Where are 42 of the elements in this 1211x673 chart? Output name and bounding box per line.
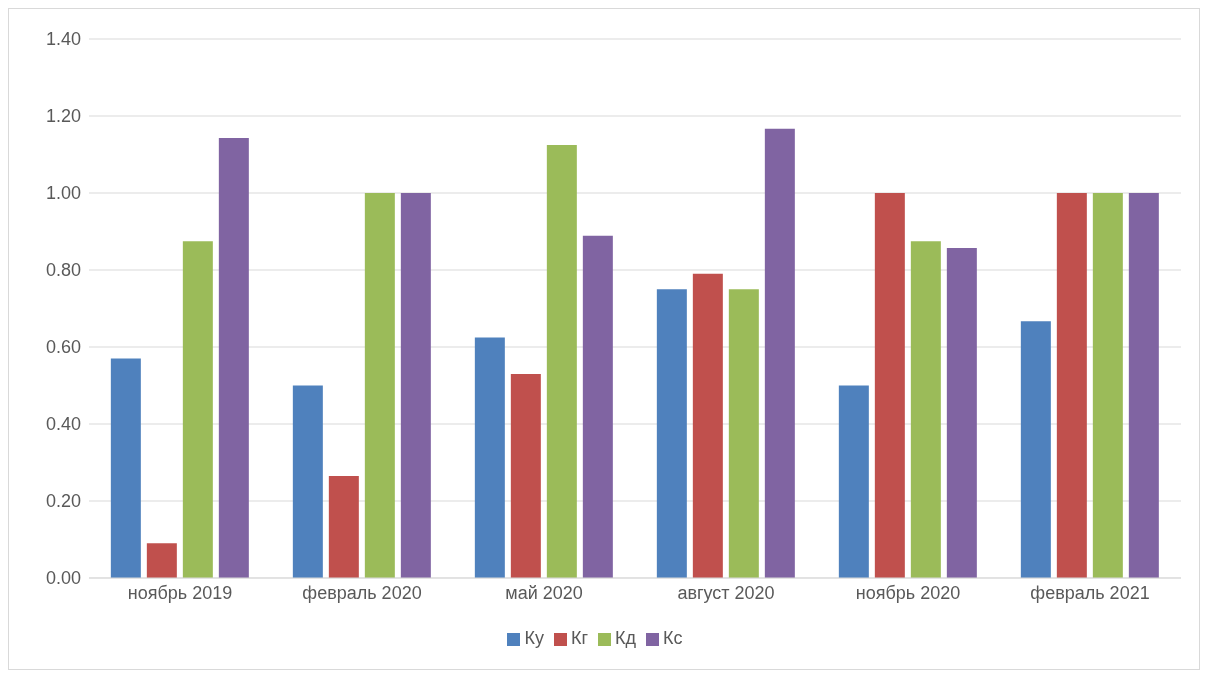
bar: [874, 193, 905, 578]
bar: [1128, 193, 1159, 578]
bar: [182, 241, 213, 578]
bar: [110, 358, 141, 578]
y-tick-label: 0.20: [45, 491, 81, 512]
bar: [328, 475, 359, 578]
bar: [728, 289, 759, 578]
legend-label: Кг: [570, 628, 589, 648]
y-tick-label: 1.20: [45, 106, 81, 127]
bar: [146, 543, 177, 578]
bar: [1020, 321, 1051, 578]
bar: [218, 137, 249, 578]
y-tick-label: 0.60: [45, 337, 81, 358]
bar: [692, 273, 723, 578]
bar: [1092, 193, 1123, 578]
bar: [656, 289, 687, 578]
bar: [474, 337, 505, 578]
x-tick-label: ноябрь 2020: [855, 582, 961, 603]
x-tick-label: февраль 2020: [302, 582, 422, 603]
bar: [764, 128, 795, 578]
x-tick-label: август 2020: [677, 582, 775, 603]
bar: [364, 193, 395, 578]
bar: [838, 385, 869, 578]
legend-label: Кс: [663, 628, 683, 648]
x-tick-label: ноябрь 2019: [127, 582, 233, 603]
bar: [292, 385, 323, 578]
bar: [582, 235, 613, 578]
bar: [546, 144, 577, 578]
legend-label: Ку: [524, 628, 544, 648]
legend-label: Кд: [615, 628, 637, 648]
y-tick-label: 1.00: [45, 183, 81, 204]
bar: [910, 241, 941, 578]
bar: [510, 373, 541, 578]
bar: [400, 193, 431, 578]
y-tick-label: 1.40: [45, 29, 81, 50]
x-tick-label: май 2020: [505, 582, 583, 603]
y-tick-label: 0.40: [45, 414, 81, 435]
y-tick-label: 0.80: [45, 260, 81, 281]
y-tick-label: 0.00: [45, 568, 81, 589]
bar: [1056, 193, 1087, 578]
x-tick-label: февраль 2021: [1030, 582, 1150, 603]
bar: [946, 248, 977, 578]
